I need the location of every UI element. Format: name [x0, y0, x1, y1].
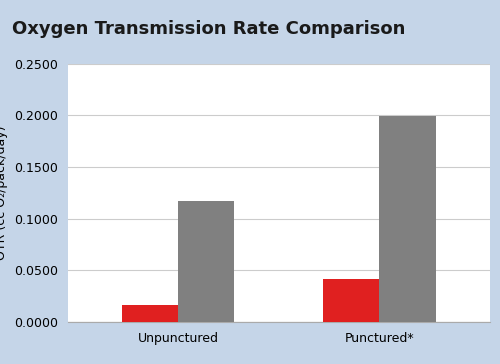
Bar: [323, 279, 380, 322]
Bar: [122, 305, 178, 322]
Bar: [178, 201, 234, 322]
Y-axis label: OTR (cc O₂/pack/day): OTR (cc O₂/pack/day): [0, 126, 8, 260]
Text: Oxygen Transmission Rate Comparison: Oxygen Transmission Rate Comparison: [12, 20, 406, 39]
Bar: [380, 116, 436, 322]
